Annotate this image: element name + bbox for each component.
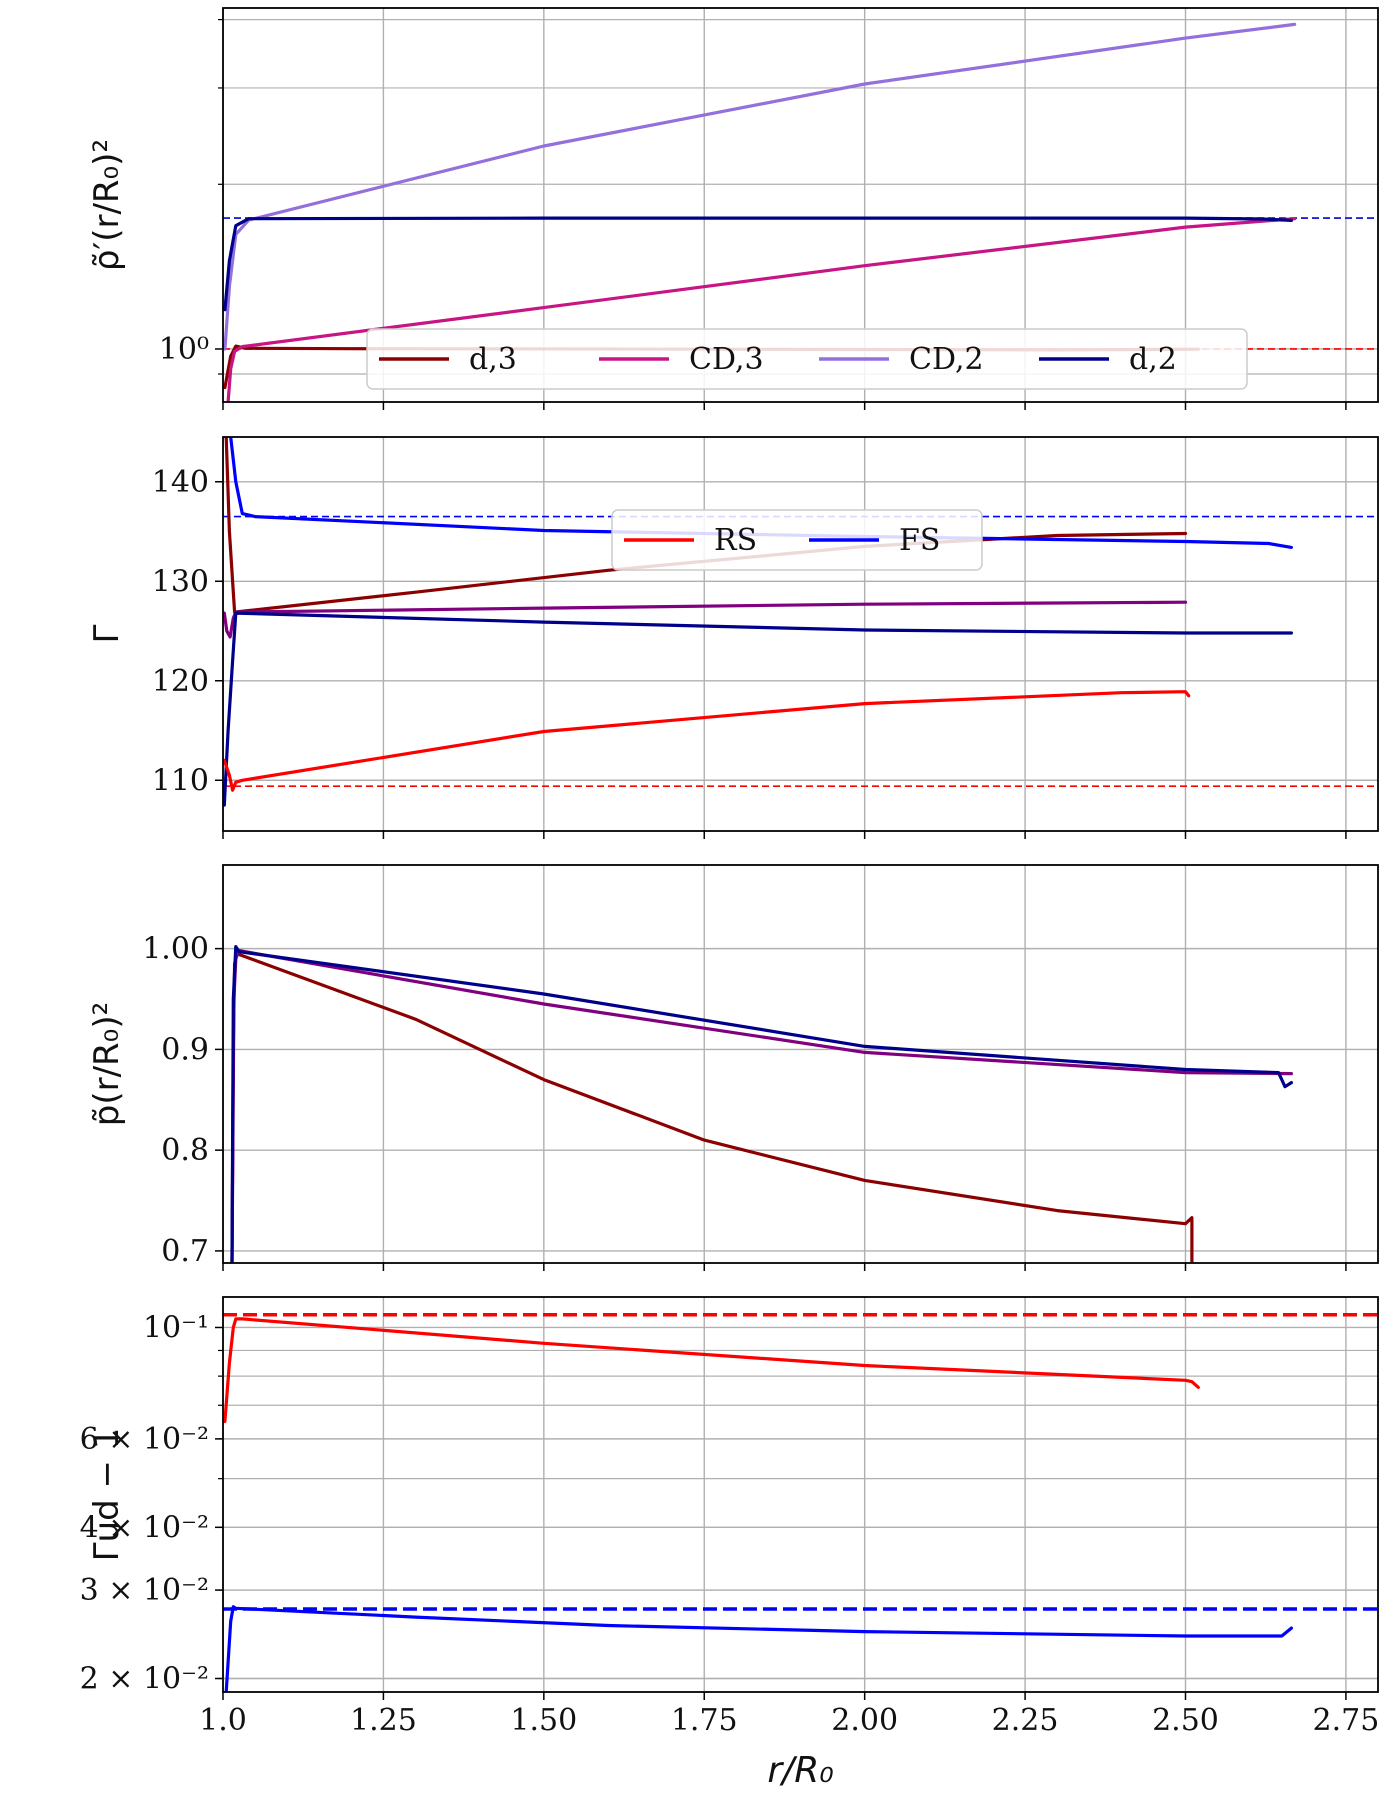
x-tick-label: 1.50: [510, 1703, 577, 1738]
legend-label: d,3: [469, 342, 517, 377]
y-tick-label: 0.9: [161, 1032, 209, 1067]
x-tick-label: 1.0: [199, 1703, 247, 1738]
y-tick-label: 10⁻¹: [143, 1310, 209, 1345]
y-tick-label: 10⁰: [159, 332, 209, 367]
axes-frame: [222, 7, 1379, 403]
y-tick-label: 2 × 10⁻²: [80, 1662, 209, 1697]
legend-box: [611, 509, 983, 571]
y-tick-label: 3 × 10⁻²: [80, 1573, 209, 1608]
panel-density: 10⁰ ρ̃′(r/R₀)² d,3 CD,3 CD,2 d,2: [87, 7, 1379, 410]
y-axis-label: ρ̃′(r/R₀)²: [87, 139, 127, 271]
y-axis-label: p̃(r/R₀)²: [87, 1002, 127, 1126]
axes-frame: [222, 436, 1379, 832]
x-tick-label: 2.75: [1313, 1703, 1380, 1738]
panel-pressure: 0.7 0.8 0.9 1.00 p̃(r/R₀)²: [87, 864, 1379, 1271]
series-line-rs: [223, 690, 1191, 792]
x-tick-label: 1.75: [671, 1703, 738, 1738]
panel-relative-lorentz-factor: 1.0 1.25 1.50 1.75 2.00 2.25 2.50 2.75 2 × 10⁻² 3…: [80, 509, 1380, 1791]
legend-label: FS: [899, 523, 940, 558]
y-tick-label: 6 × 10⁻²: [80, 1422, 209, 1457]
series-line-cd-2: [229, 437, 1293, 549]
y-tick-label: 110: [152, 763, 209, 798]
y-tick-label: 1.00: [142, 932, 209, 967]
series-line-fs: [224, 1605, 1293, 1692]
y-axis-label: Γud − 1: [87, 1428, 127, 1562]
legend-label: d,2: [1129, 342, 1177, 377]
x-axis-label: r/R₀: [767, 1750, 833, 1791]
legend-box: [366, 328, 1248, 390]
series-line-cd-2: [223, 22, 1297, 351]
legend-label: RS: [714, 523, 757, 558]
axes-frame: [222, 1296, 1379, 1693]
legend-label: CD,2: [909, 342, 984, 377]
y-tick-label: 120: [152, 664, 209, 699]
y-tick-label: 0.7: [161, 1234, 209, 1269]
series-line-rs: [223, 1317, 1200, 1423]
y-tick-label: 0.8: [161, 1133, 209, 1168]
y-axis-label: Γ: [87, 624, 127, 643]
x-tick-label: 2.25: [992, 1703, 1059, 1738]
series-line-d-3: [224, 437, 1188, 614]
series-line-d-2: [230, 945, 1293, 1263]
series-line-cd-3: [226, 217, 1297, 402]
series-group: [230, 945, 1293, 1263]
series-group: [223, 1317, 1293, 1692]
x-tick-label: 1.25: [350, 1703, 417, 1738]
series-group: [223, 437, 1293, 807]
series-line-d-2: [223, 611, 1293, 807]
x-tick-label: 2.00: [831, 1703, 898, 1738]
legend-label: CD,3: [689, 342, 764, 377]
y-tick-label: 140: [152, 465, 209, 500]
x-tick-label: 2.50: [1152, 1703, 1219, 1738]
y-tick-label: 4 × 10⁻²: [80, 1510, 209, 1545]
axes-frame: [222, 864, 1379, 1264]
y-tick-label: 130: [152, 564, 209, 599]
series-group: [223, 22, 1297, 402]
series-line-d-2: [223, 216, 1293, 312]
